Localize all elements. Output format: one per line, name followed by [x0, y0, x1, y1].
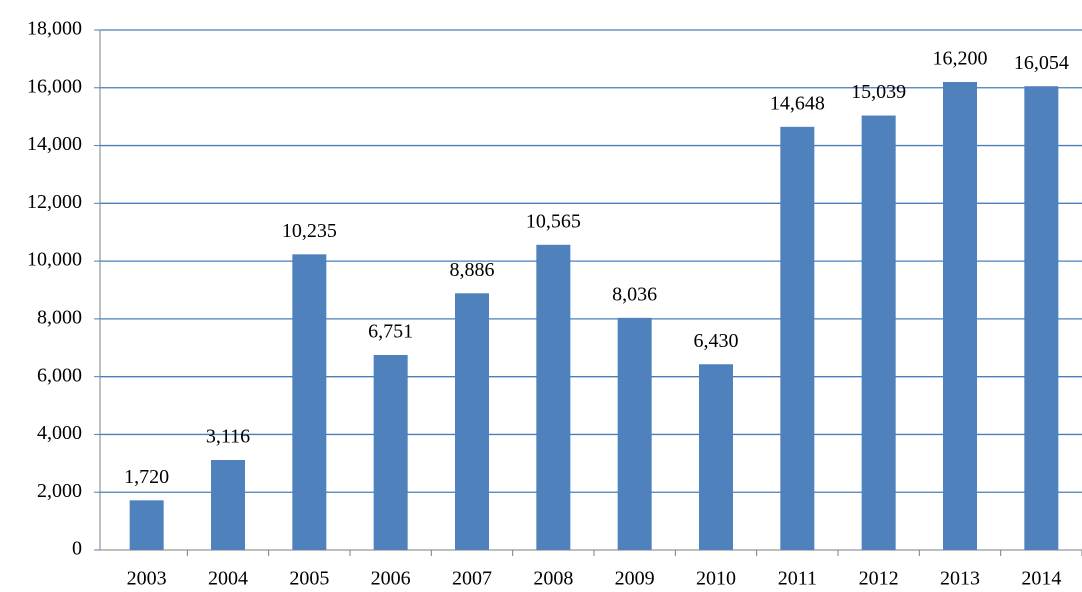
x-tick-label: 2006 [371, 568, 411, 590]
bar [1024, 86, 1059, 551]
bar [861, 115, 896, 550]
x-tick-label: 2012 [859, 568, 899, 590]
x-tick-label: 2007 [452, 568, 492, 590]
x-tick-label: 2005 [289, 568, 329, 590]
y-tick-label: 12,000 [27, 191, 82, 213]
value-label: 6,430 [694, 330, 739, 352]
bar [211, 459, 245, 550]
value-label: 1,720 [124, 466, 169, 488]
y-tick-label: 10,000 [27, 249, 82, 271]
x-tick-label: 2004 [208, 568, 248, 590]
value-label: 3,116 [206, 426, 250, 448]
bar [455, 293, 489, 550]
x-tick-label: 2013 [940, 568, 980, 590]
x-tick-label: 2010 [696, 568, 736, 590]
y-tick-label: 6,000 [37, 364, 82, 386]
bar [699, 364, 733, 550]
x-tick-label: 2014 [1021, 568, 1061, 590]
y-tick-label: 0 [72, 538, 82, 560]
bar [943, 82, 977, 550]
y-tick-label: 16,000 [27, 75, 82, 97]
value-label: 16,200 [933, 48, 988, 70]
x-tick-label: 2009 [615, 568, 655, 590]
value-label: 14,648 [770, 92, 825, 114]
bar [292, 254, 327, 551]
bar [373, 354, 408, 550]
y-tick-label: 18,000 [27, 18, 82, 40]
x-tick-label: 2003 [127, 568, 167, 590]
value-label: 6,751 [368, 321, 413, 343]
bar [536, 244, 571, 551]
y-tick-label: 8,000 [37, 306, 82, 328]
bar [617, 317, 652, 550]
value-label: 15,039 [851, 81, 906, 103]
value-label: 16,054 [1014, 52, 1069, 74]
value-label: 8,036 [612, 283, 657, 305]
value-label: 8,886 [450, 259, 495, 281]
value-label: 10,565 [526, 210, 581, 232]
y-tick-label: 2,000 [37, 480, 82, 502]
x-tick-label: 2008 [533, 568, 573, 590]
bar [780, 126, 815, 550]
value-label: 10,235 [282, 220, 337, 242]
x-tick-label: 2011 [778, 568, 817, 590]
y-tick-label: 4,000 [37, 422, 82, 444]
bar [129, 500, 164, 550]
y-tick-label: 14,000 [27, 133, 82, 155]
